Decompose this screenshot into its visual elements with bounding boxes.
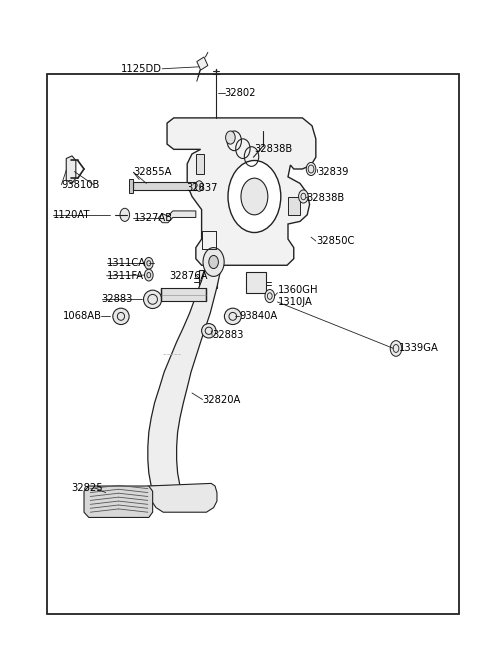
Polygon shape [197, 57, 208, 70]
Text: 93840A: 93840A [239, 310, 277, 321]
Circle shape [144, 269, 153, 281]
Text: 32839: 32839 [317, 167, 348, 178]
Text: 1360GH: 1360GH [277, 284, 318, 295]
Text: 32883: 32883 [102, 294, 133, 305]
Polygon shape [66, 156, 76, 183]
Text: 32802: 32802 [225, 88, 256, 98]
FancyBboxPatch shape [246, 272, 266, 293]
Circle shape [144, 257, 153, 269]
Text: 32838B: 32838B [306, 193, 345, 203]
Text: 32850C: 32850C [316, 236, 354, 246]
Ellipse shape [202, 324, 216, 338]
Polygon shape [148, 262, 221, 486]
Polygon shape [148, 483, 217, 512]
Circle shape [390, 341, 402, 356]
Circle shape [265, 290, 275, 303]
Polygon shape [84, 486, 153, 517]
Text: 1339GA: 1339GA [399, 343, 439, 354]
Polygon shape [161, 288, 206, 301]
Polygon shape [196, 154, 204, 174]
Text: 1311CA: 1311CA [107, 258, 146, 269]
Polygon shape [167, 118, 316, 265]
Text: 32883: 32883 [212, 330, 243, 341]
Circle shape [299, 190, 308, 203]
Text: 1125DD: 1125DD [121, 64, 162, 74]
Text: 32837: 32837 [186, 183, 218, 193]
Circle shape [203, 248, 224, 276]
Circle shape [241, 178, 268, 215]
Text: 32825: 32825 [71, 483, 103, 493]
Polygon shape [288, 196, 300, 215]
Circle shape [228, 160, 281, 233]
Text: 1327AB: 1327AB [133, 213, 173, 223]
Text: 1068AB: 1068AB [63, 311, 102, 322]
Ellipse shape [113, 309, 129, 325]
Text: 1120AT: 1120AT [53, 210, 90, 220]
Circle shape [209, 255, 218, 269]
Polygon shape [129, 179, 133, 193]
Polygon shape [158, 211, 196, 223]
Text: 32838B: 32838B [254, 143, 293, 154]
Text: 32876A: 32876A [169, 271, 207, 281]
Text: 1311FA: 1311FA [107, 271, 144, 281]
Text: 93810B: 93810B [61, 179, 100, 190]
Circle shape [120, 208, 130, 221]
Text: 32855A: 32855A [133, 167, 172, 178]
Text: 1310JA: 1310JA [277, 297, 312, 307]
Polygon shape [133, 182, 196, 190]
FancyBboxPatch shape [199, 270, 217, 288]
Text: 32820A: 32820A [203, 394, 241, 405]
Circle shape [306, 162, 316, 176]
Ellipse shape [144, 290, 162, 309]
Circle shape [195, 181, 203, 191]
Circle shape [226, 131, 235, 144]
Ellipse shape [224, 309, 241, 325]
